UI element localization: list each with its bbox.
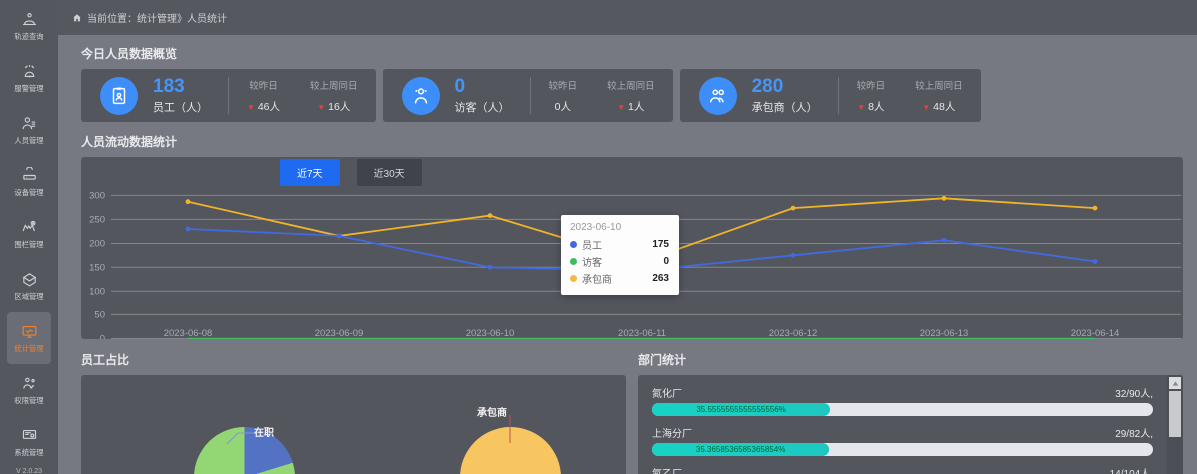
svg-text:250: 250 <box>89 215 105 226</box>
svg-text:2023-06-13: 2023-06-13 <box>920 328 969 339</box>
svg-text:2023-06-14: 2023-06-14 <box>1071 328 1120 339</box>
svg-text:2023-06-09: 2023-06-09 <box>315 328 364 339</box>
svg-text:2023-06-10: 2023-06-10 <box>466 328 515 339</box>
svg-text:150: 150 <box>89 263 105 274</box>
svg-text:300: 300 <box>89 191 105 202</box>
svg-text:2023-06-11: 2023-06-11 <box>618 328 666 339</box>
svg-text:50: 50 <box>94 310 105 321</box>
svg-text:200: 200 <box>89 239 105 250</box>
svg-text:100: 100 <box>89 287 105 298</box>
svg-text:2023-06-12: 2023-06-12 <box>769 328 818 339</box>
svg-text:0: 0 <box>100 334 105 340</box>
svg-text:2023-06-08: 2023-06-08 <box>164 328 213 339</box>
